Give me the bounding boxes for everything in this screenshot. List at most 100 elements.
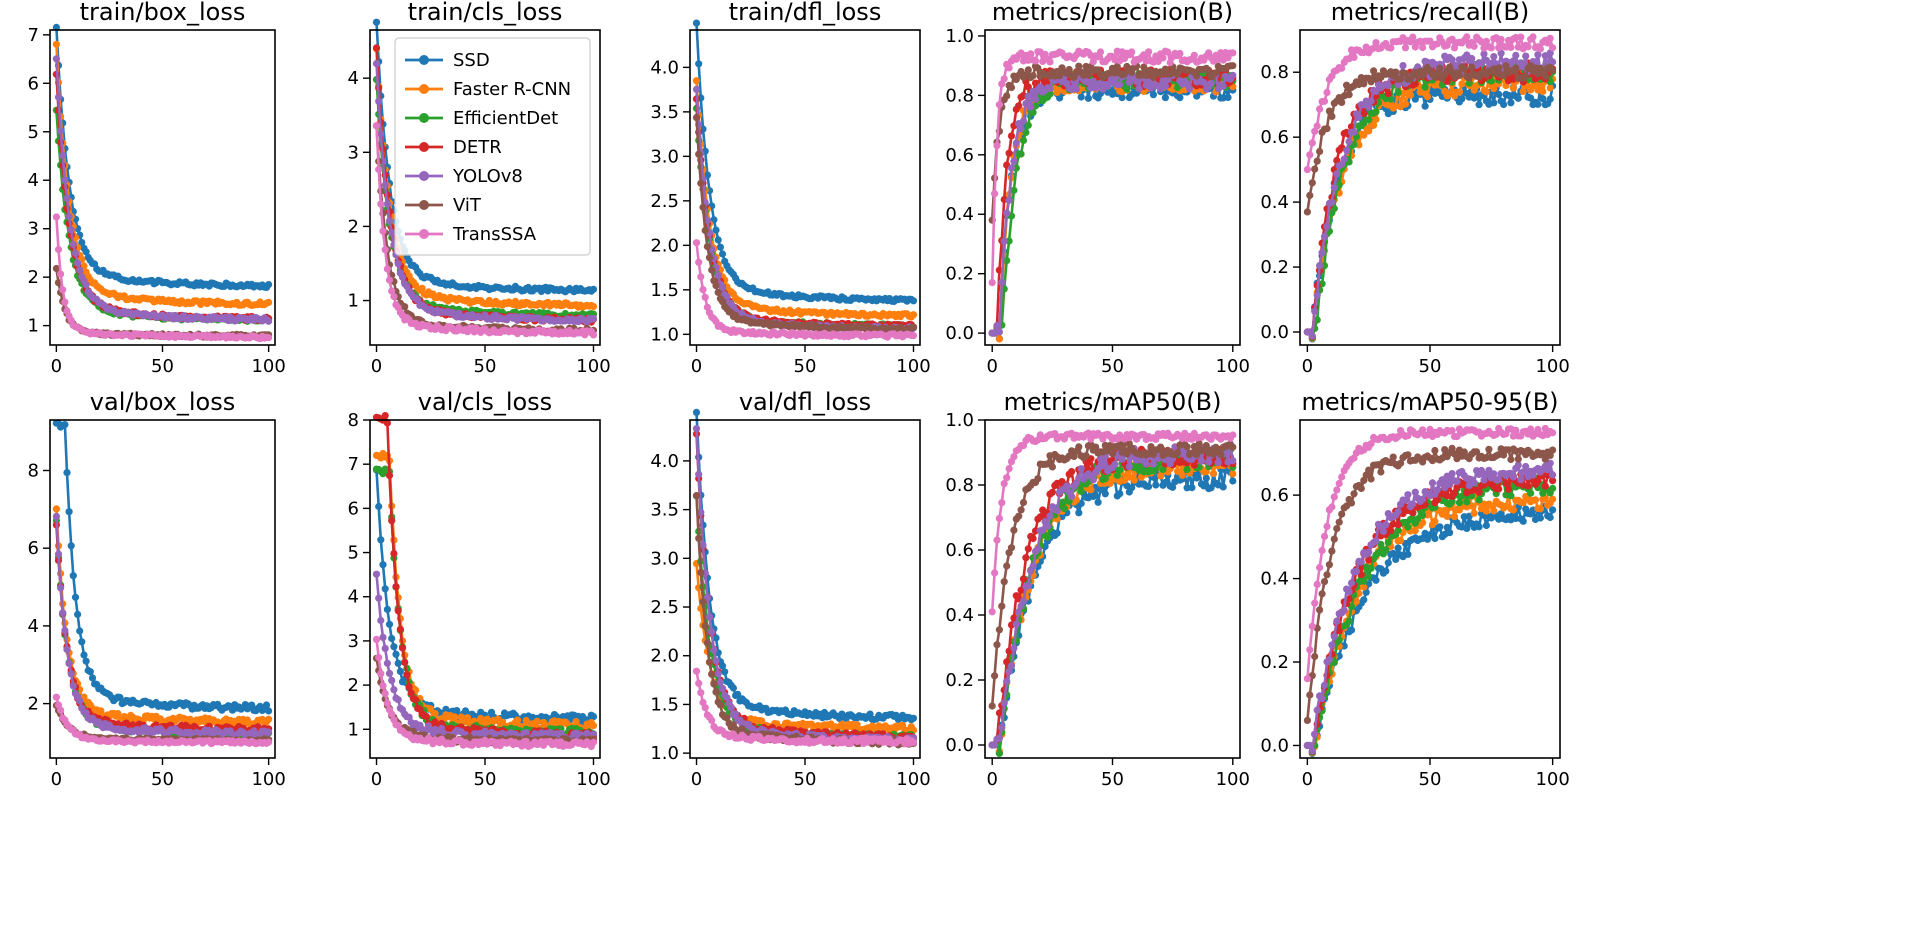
data-point (1313, 157, 1321, 165)
data-point (385, 669, 394, 678)
data-point (69, 572, 77, 580)
data-point (1365, 116, 1373, 124)
data-point (265, 298, 273, 306)
data-point (993, 321, 1001, 330)
data-point (388, 676, 396, 685)
y-tick-label: 3.0 (650, 146, 679, 167)
series-ssd (52, 23, 273, 291)
data-point (1065, 65, 1073, 74)
series-ssd (988, 77, 1237, 343)
data-point (1387, 44, 1395, 52)
data-point (697, 179, 705, 187)
data-point (714, 288, 722, 296)
data-point (1145, 48, 1153, 56)
data-point (398, 644, 407, 652)
data-point (1118, 94, 1126, 102)
data-point (390, 686, 398, 694)
data-point (396, 667, 404, 676)
data-point (1007, 132, 1016, 140)
data-point (1330, 184, 1338, 192)
data-point (401, 303, 409, 311)
data-point (1320, 233, 1329, 241)
data-point (1007, 83, 1016, 92)
y-tick-label: 1 (28, 316, 39, 337)
data-point (701, 226, 709, 235)
data-point (76, 266, 84, 274)
x-tick-label: 100 (896, 356, 930, 377)
data-point (451, 713, 459, 721)
data-point (1549, 44, 1557, 52)
data-point (1313, 122, 1321, 130)
data-point (1514, 94, 1522, 102)
y-tick-label: 2 (28, 694, 39, 715)
data-point (1333, 170, 1341, 178)
y-tick-label: 4 (28, 616, 39, 637)
data-point (692, 77, 701, 85)
data-point (1029, 72, 1037, 80)
data-point (388, 517, 396, 525)
data-point (705, 254, 714, 262)
data-point (1316, 261, 1324, 270)
data-point (1224, 93, 1232, 101)
data-point (431, 709, 439, 718)
data-point (1007, 164, 1016, 172)
data-point (1005, 64, 1013, 72)
data-point (74, 259, 82, 267)
series-yolov8 (52, 55, 273, 325)
data-point (589, 302, 598, 311)
data-point (589, 285, 598, 293)
data-point (390, 292, 398, 301)
x-tick-label: 0 (51, 769, 62, 790)
data-point (1546, 84, 1554, 92)
data-point (61, 626, 69, 635)
data-point (54, 550, 63, 558)
data-point (52, 264, 61, 273)
data-point (265, 738, 273, 746)
data-point (1311, 307, 1319, 315)
series-line (55, 508, 270, 726)
data-point (52, 693, 61, 701)
data-point (372, 122, 381, 130)
data-point (52, 55, 61, 63)
data-point (383, 659, 391, 667)
data-point (1017, 150, 1025, 158)
data-point (1000, 75, 1008, 83)
data-point (991, 190, 999, 198)
data-point (1096, 48, 1105, 56)
y-tick-label: 0.4 (945, 204, 974, 225)
data-point (1468, 63, 1476, 71)
data-point (388, 287, 396, 295)
data-point (1019, 136, 1028, 145)
data-point (1490, 99, 1498, 107)
data-point (377, 200, 385, 208)
data-point (1323, 88, 1331, 97)
panel-title: val/cls_loss (418, 388, 552, 416)
y-tick-label: 3.5 (650, 102, 679, 123)
data-point (1406, 91, 1414, 99)
y-tick-label: 0.0 (1260, 322, 1289, 343)
data-point (385, 217, 394, 225)
y-tick-label: 2.0 (650, 235, 679, 256)
y-tick-label: 3 (348, 142, 359, 163)
data-point (988, 279, 996, 287)
data-point (1328, 112, 1336, 120)
data-point (1421, 102, 1429, 110)
data-point (1546, 95, 1554, 103)
series-yolov8 (988, 68, 1237, 337)
data-point (1549, 66, 1557, 74)
data-point (398, 273, 407, 281)
series-faster-r-cnn (692, 77, 918, 321)
data-point (1185, 85, 1194, 93)
series-faster-r-cnn (372, 449, 598, 734)
data-point (1497, 35, 1505, 44)
data-point (65, 508, 73, 516)
data-point (1128, 48, 1136, 56)
x-tick-label: 100 (251, 356, 285, 377)
data-point (1190, 51, 1198, 59)
data-point (1000, 237, 1008, 245)
data-point (1423, 93, 1432, 101)
data-point (1463, 33, 1471, 41)
data-point (396, 625, 404, 633)
data-point (695, 258, 703, 266)
